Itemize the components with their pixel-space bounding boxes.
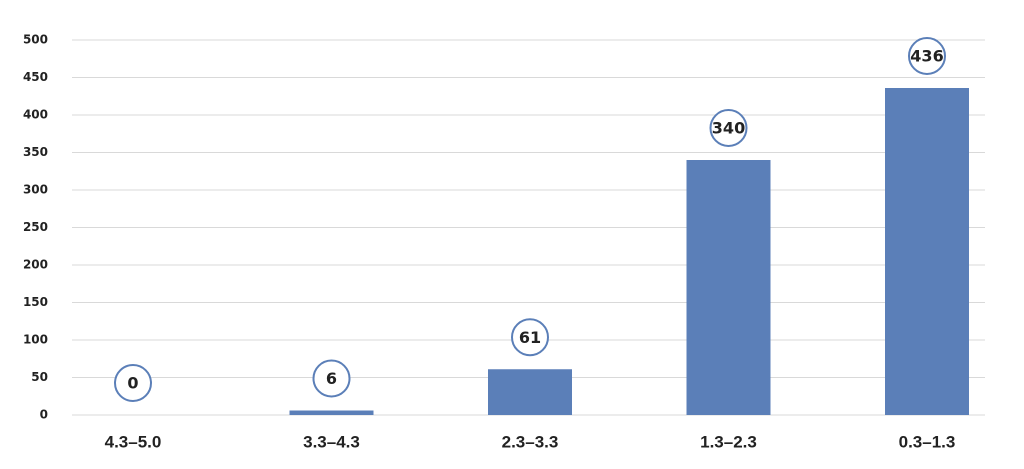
x-tick-label: 1.3–2.3 [700, 432, 757, 451]
bar [488, 369, 572, 415]
value-badge [709, 109, 748, 147]
value-label: 61 [519, 328, 541, 347]
y-tick-label: 500 [23, 33, 48, 47]
y-tick-label: 250 [23, 220, 48, 234]
bar [686, 160, 771, 415]
value-label: 436 [910, 47, 943, 66]
value-badge [312, 359, 351, 398]
y-tick-label: 350 [23, 145, 48, 159]
y-tick-label: 0 [40, 408, 48, 422]
y-tick-label: 200 [23, 258, 48, 272]
y-tick-label: 150 [23, 295, 48, 309]
bar [289, 410, 374, 415]
x-tick-label: 4.3–5.0 [105, 432, 162, 451]
value-badge [908, 37, 946, 75]
value-label: 6 [326, 369, 337, 388]
y-tick-label: 450 [23, 70, 48, 84]
x-tick-label: 3.3–4.3 [303, 432, 360, 451]
y-tick-label: 300 [23, 183, 48, 197]
x-tick-label: 0.3–1.3 [899, 432, 956, 451]
y-tick-label: 400 [23, 108, 48, 122]
value-label: 340 [712, 119, 745, 138]
x-tick-label: 2.3–3.3 [502, 432, 559, 451]
value-label: 0 [127, 374, 138, 393]
value-badge [114, 364, 152, 402]
y-tick-label: 100 [23, 333, 48, 347]
bar [885, 88, 969, 415]
value-badge [511, 318, 549, 357]
y-tick-label: 50 [31, 370, 48, 384]
